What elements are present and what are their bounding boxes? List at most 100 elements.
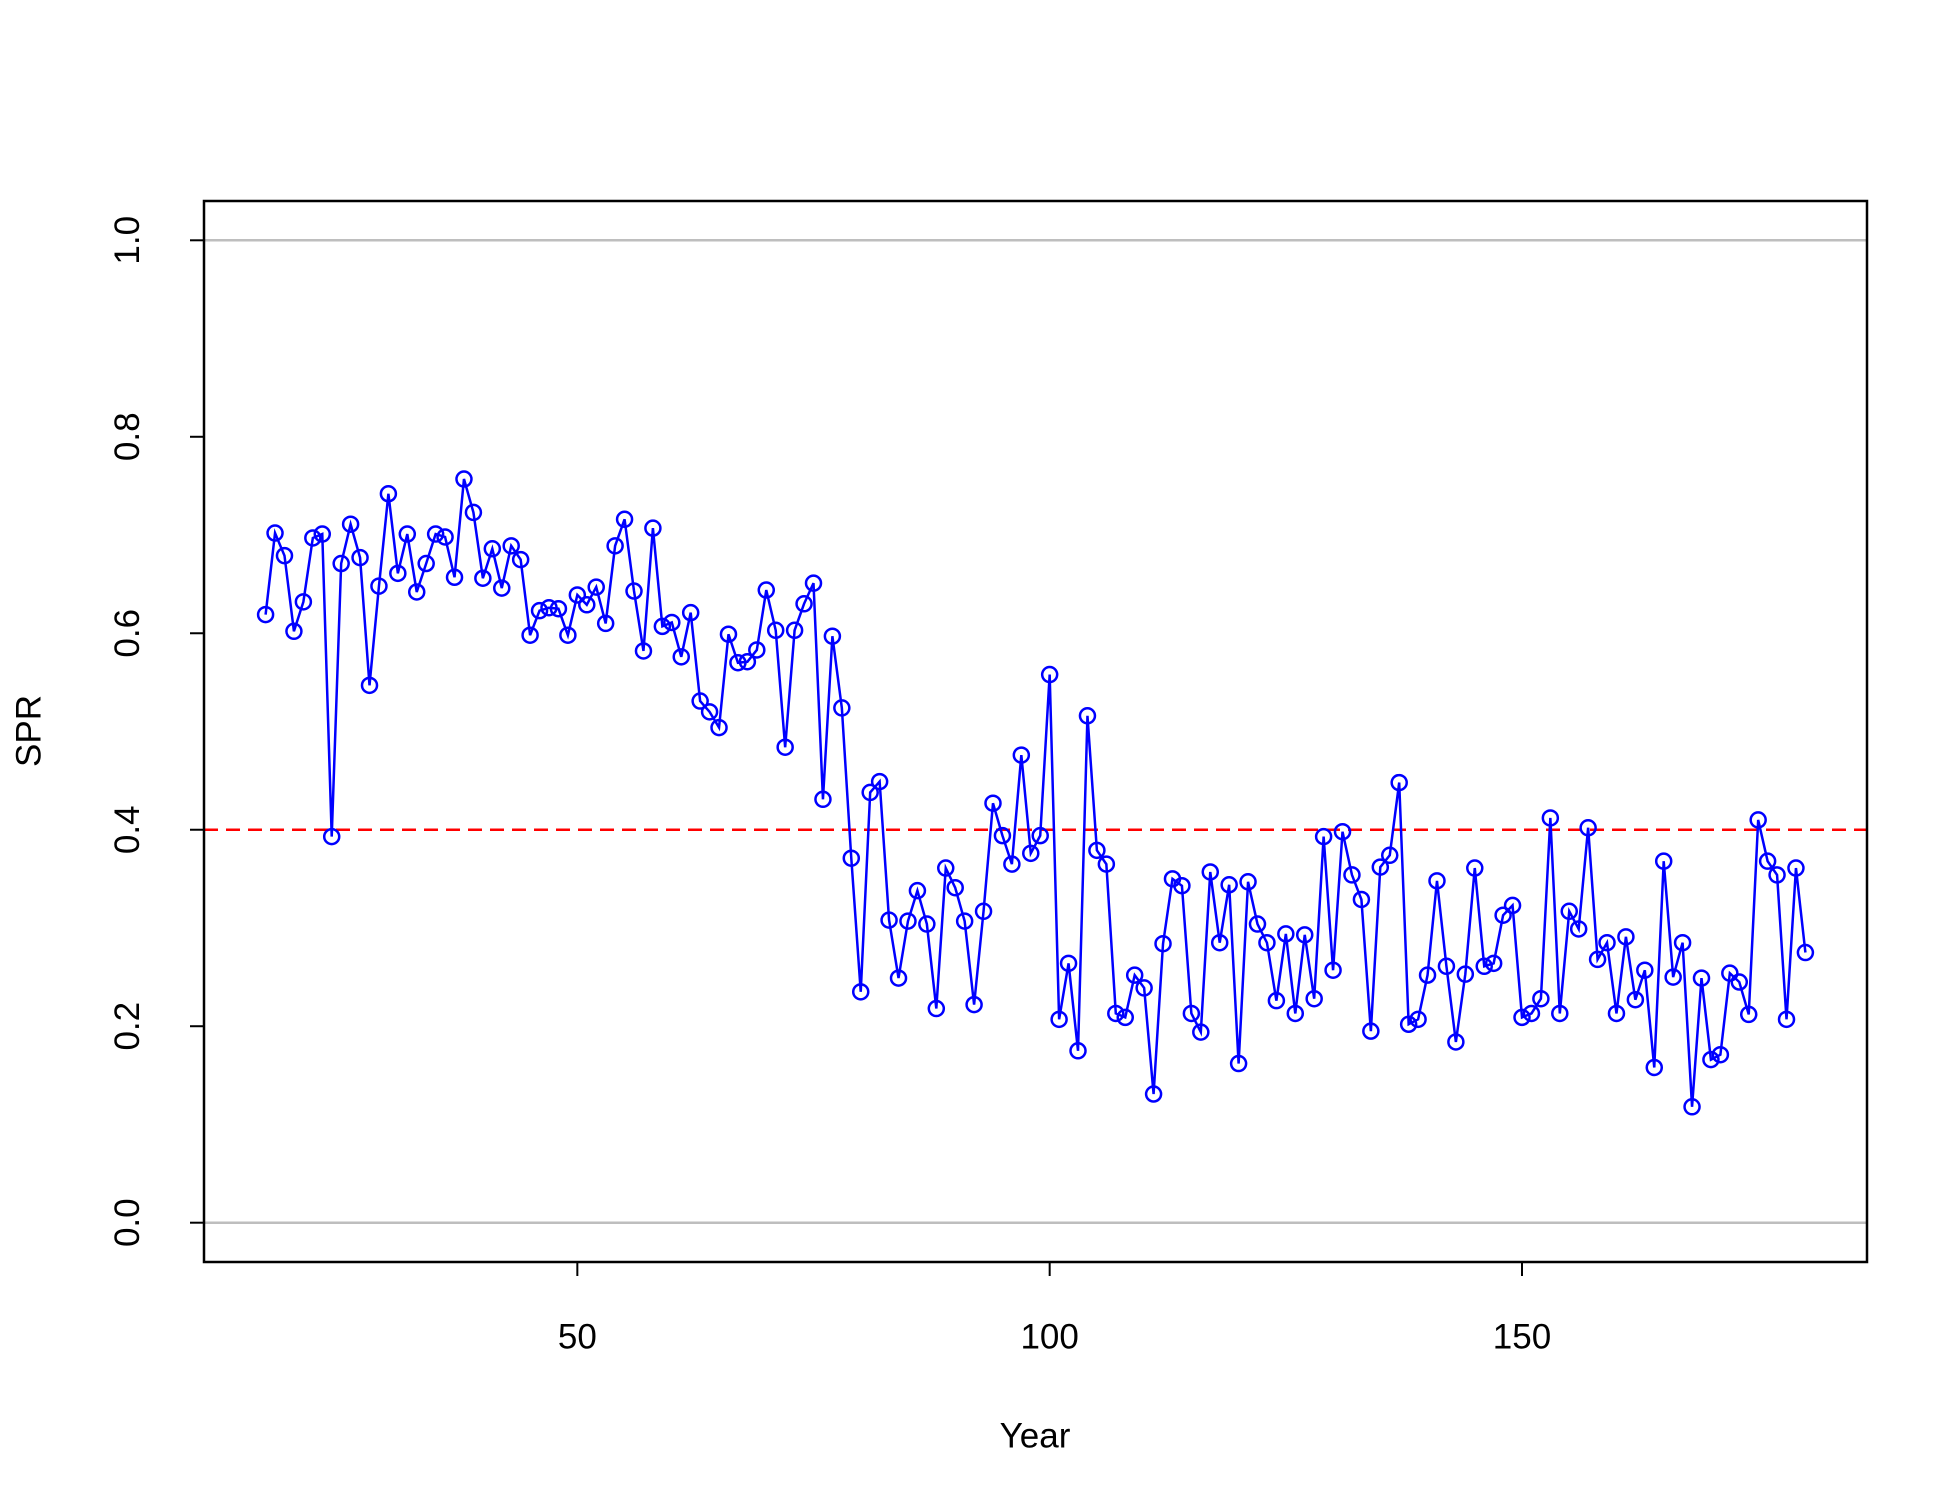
data-point [946,878,964,897]
data-point [1409,1010,1427,1029]
data-point [918,915,936,933]
data-point [1466,859,1484,877]
data-point [1692,969,1711,987]
data-point [1050,1010,1068,1029]
data-point [710,718,728,737]
plot-frame [202,199,1869,1264]
data-point [1796,943,1815,962]
data-point [322,827,341,846]
data-point [1324,961,1342,979]
data-point [1220,876,1238,894]
x-axis-title: Year [1000,1416,1071,1455]
y-tick-label: 1.0 [108,216,147,265]
data-point [1097,855,1116,873]
data-point [1683,1098,1701,1116]
data-point [757,581,776,599]
data-point [1173,876,1191,895]
data-point [1371,858,1390,876]
data-point [1267,991,1286,1010]
data-point [285,622,303,641]
data-point [1210,933,1229,952]
data-point [426,525,445,543]
data-point [861,783,879,802]
data-point [445,568,464,587]
data-point [1314,827,1333,846]
data-point [1758,852,1777,870]
data-point [1192,1023,1210,1041]
data-point [1362,1022,1380,1040]
data-point [341,515,360,533]
y-axis-title: SPR [9,695,48,767]
data-point [549,599,568,618]
data-point [1277,925,1295,943]
data-point [1447,1033,1465,1051]
data-point [738,652,757,671]
data-point [474,569,492,587]
data-point [1702,1050,1720,1069]
series-line [264,478,1807,1107]
data-point [1551,1004,1569,1023]
data-point [1381,846,1399,865]
data-point [1182,1004,1201,1023]
data-point [1598,933,1616,952]
data-point [766,621,785,640]
data-point [1352,890,1371,909]
data-point [1116,1008,1134,1027]
data-point [899,912,917,930]
data-point [625,582,643,600]
data-point [1437,957,1456,976]
data-point [1654,852,1673,870]
x-tick-label: 100 [1020,1317,1078,1356]
data-point [559,626,577,644]
data-point [1154,934,1172,953]
data-point [1607,1004,1626,1023]
data-point [653,617,672,636]
data-point [332,554,350,573]
data-point [275,546,294,565]
data-point [965,995,983,1014]
data-point [1513,1008,1531,1027]
data-point [1475,957,1493,976]
data-point [1144,1085,1163,1103]
data-point [1248,915,1267,933]
data-point [1541,809,1560,827]
data-point [1626,990,1645,1009]
data-point [1787,859,1805,877]
data-point [1069,1042,1087,1060]
data-point [511,550,530,569]
data-point [521,626,539,644]
data-point [776,738,794,756]
data-point [1305,989,1323,1008]
data-point [1503,896,1522,915]
x-tick-label: 50 [558,1317,597,1356]
data-point [266,524,284,542]
data-point [823,627,842,645]
data-point [1532,989,1550,1008]
data-point [1040,665,1059,684]
data-point [1418,966,1437,984]
data-point [1333,822,1352,841]
data-point [785,621,804,640]
data-point [1239,873,1257,891]
data-point [1428,872,1446,890]
data-point [1768,866,1786,884]
data-point [1059,954,1078,973]
y-tick-label: 0.0 [108,1198,147,1247]
data-point [596,614,615,633]
y-tick-label: 0.8 [108,412,147,461]
data-point [908,881,927,900]
data-point [1645,1058,1664,1077]
data-point [568,586,587,604]
data-point [1295,926,1314,944]
data-point [379,485,398,503]
data-point [1135,979,1153,997]
data-point [1107,1004,1125,1023]
data-point [1579,819,1597,837]
data-point [530,601,549,620]
data-point [1721,964,1739,982]
data-point [1522,1004,1541,1023]
data-point [1456,965,1475,983]
data-point [578,596,596,614]
data-point [814,790,832,809]
